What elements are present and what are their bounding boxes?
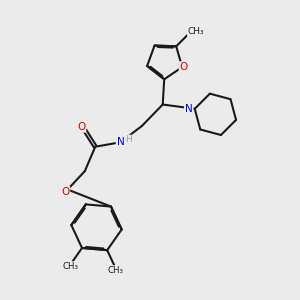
Text: CH₃: CH₃	[108, 266, 124, 275]
Text: N: N	[185, 104, 193, 114]
Text: O: O	[179, 62, 188, 72]
Text: N: N	[117, 137, 124, 147]
Text: CH₃: CH₃	[62, 262, 78, 271]
Text: O: O	[61, 187, 69, 197]
Text: H: H	[125, 135, 132, 144]
Text: O: O	[77, 122, 86, 132]
Text: CH₃: CH₃	[188, 27, 204, 36]
